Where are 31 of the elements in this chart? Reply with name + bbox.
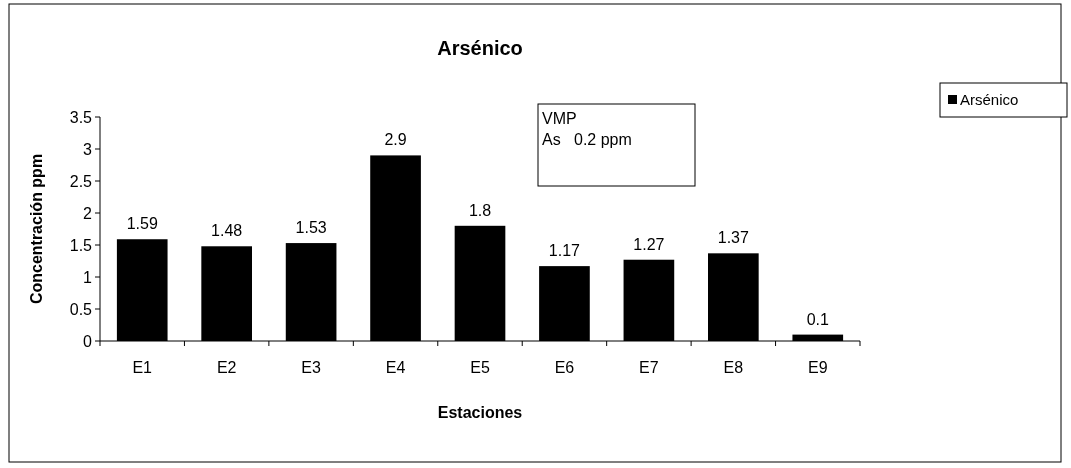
y-tick-label: 0.5	[69, 300, 93, 318]
x-tick-label: E8	[723, 359, 744, 376]
data-label: 1.53	[295, 219, 327, 237]
x-tick-label: E4	[385, 359, 406, 376]
y-tick-label: 1	[83, 268, 93, 286]
data-label: 1.8	[468, 201, 492, 219]
x-tick-label: E6	[554, 359, 575, 376]
data-label: 1.59	[126, 215, 158, 233]
data-label: 1.27	[633, 235, 665, 253]
x-tick-label: E9	[807, 359, 828, 376]
data-label: 1.17	[548, 242, 581, 260]
y-tick-label: 0	[83, 332, 93, 350]
x-tick-label: E2	[216, 359, 237, 376]
x-tick-label: E5	[470, 359, 490, 376]
y-tick-label: 2.5	[69, 172, 93, 190]
data-label: 0.1	[806, 310, 829, 328]
data-label: 1.48	[211, 222, 243, 240]
data-label: 1.37	[717, 229, 750, 247]
x-axis-title: Estaciones	[437, 404, 523, 421]
y-tick-label: 3	[83, 140, 93, 158]
chart-title: Arsénico	[437, 37, 523, 59]
x-tick-label: E7	[639, 359, 659, 376]
x-tick-label: E1	[132, 359, 153, 376]
y-axis-title: Concentración ppm	[28, 153, 45, 305]
y-tick-label: 3.5	[69, 108, 93, 126]
y-tick-label: 2	[83, 204, 93, 222]
legend-label: Arsénico	[960, 91, 1019, 109]
x-tick-label: E3	[301, 359, 321, 376]
annotation: VMP As 0.2 ppm	[542, 110, 632, 148]
y-tick-label: 1.5	[69, 236, 93, 254]
data-label: 2.9	[384, 131, 407, 149]
